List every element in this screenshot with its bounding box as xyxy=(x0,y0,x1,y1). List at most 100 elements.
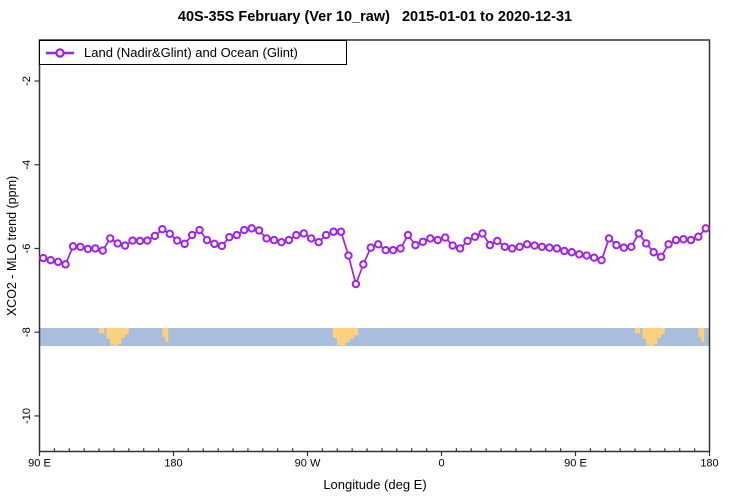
data-point-marker xyxy=(500,242,509,251)
data-point-marker xyxy=(530,241,539,250)
data-point-marker xyxy=(165,229,174,239)
data-point-marker xyxy=(381,245,390,255)
data-point-marker xyxy=(269,235,279,245)
data-point-marker xyxy=(91,244,100,253)
data-point-marker xyxy=(701,224,710,233)
data-point-marker xyxy=(426,234,435,243)
data-point-marker xyxy=(575,250,584,259)
data-point-marker xyxy=(336,227,346,236)
y-tick-label: -6 xyxy=(21,244,33,254)
x-tick-label: 90 E xyxy=(28,458,51,470)
land-patch-new-zealand-repeat xyxy=(698,328,705,343)
land-patch-south-america xyxy=(332,328,359,347)
data-point-marker xyxy=(441,233,450,242)
data-point-marker xyxy=(619,243,629,252)
x-axis-label: Longitude (deg E) xyxy=(323,477,427,492)
data-point-marker xyxy=(522,240,532,249)
data-point-marker xyxy=(552,244,562,253)
data-point-marker xyxy=(455,244,465,253)
data-point-marker xyxy=(39,253,48,263)
data-point-marker xyxy=(173,236,182,245)
data-point-marker xyxy=(83,244,93,254)
data-point-marker xyxy=(61,260,70,269)
data-point-marker xyxy=(120,241,130,250)
y-tick-label: -2 xyxy=(21,76,33,86)
data-point-marker xyxy=(694,232,703,241)
data-point-marker xyxy=(366,243,375,252)
data-point-marker xyxy=(210,239,219,249)
data-point-marker xyxy=(388,245,398,255)
data-point-marker xyxy=(656,252,666,262)
data-point-marker xyxy=(359,260,368,269)
legend-label: Land (Nadir&Glint) and Ocean (Glint) xyxy=(84,45,298,60)
data-point-marker xyxy=(53,257,63,267)
x-tick-label: 180 xyxy=(700,458,718,470)
data-point-marker xyxy=(195,225,204,235)
data-point-marker xyxy=(537,242,547,251)
data-point-marker xyxy=(76,242,85,251)
data-point-marker xyxy=(113,239,122,248)
data-point-marker xyxy=(560,246,569,256)
data-point-marker xyxy=(485,240,495,250)
data-point-marker xyxy=(634,229,643,238)
y-axis-label: XCO2 - MLO trend (ppm) xyxy=(5,175,19,317)
data-point-marker xyxy=(396,244,405,253)
data-point-marker xyxy=(679,235,688,244)
x-tick-label: 90 E xyxy=(564,458,587,470)
x-tick-label: 0 xyxy=(438,458,444,470)
data-point-marker xyxy=(262,234,271,243)
data-point-marker xyxy=(284,235,294,245)
data-point-marker xyxy=(314,237,323,247)
y-tick-label: -4 xyxy=(21,160,33,170)
data-point-marker xyxy=(277,237,286,247)
data-point-marker xyxy=(664,240,673,249)
data-point-marker xyxy=(292,230,301,240)
data-point-marker xyxy=(321,230,331,240)
tick-labels: 90 E 180 90 W 0 90 E 180 -2 -4 -6 -8 -10 xyxy=(21,76,719,469)
data-point-marker xyxy=(493,236,502,246)
data-point-marker xyxy=(567,248,576,257)
data-point-marker xyxy=(582,251,591,260)
land-patch-australia-west-repeat xyxy=(635,328,641,334)
legend: Land (Nadir&Glint) and Ocean (Glint) xyxy=(39,40,347,65)
data-point-marker xyxy=(649,248,658,257)
data-point-marker xyxy=(232,230,241,240)
data-point-marker xyxy=(374,240,383,249)
data-point-marker xyxy=(508,244,517,253)
axes xyxy=(34,39,711,456)
data-point-marker xyxy=(46,255,55,265)
y-tick-label: -10 xyxy=(21,408,33,424)
data-point-marker xyxy=(68,242,78,251)
data-point-marker xyxy=(225,232,234,242)
data-point-marker xyxy=(612,240,621,250)
x-tick-label: 90 W xyxy=(295,458,321,470)
data-points xyxy=(39,224,710,289)
data-point-marker xyxy=(329,227,338,236)
data-point-marker xyxy=(344,251,353,260)
data-point-marker xyxy=(299,229,308,238)
data-point-marker xyxy=(411,240,420,250)
data-point-marker xyxy=(627,242,636,251)
data-point-marker xyxy=(98,246,107,255)
data-point-marker xyxy=(143,236,152,245)
data-point-marker xyxy=(545,243,554,252)
data-point-marker xyxy=(597,255,606,265)
data-point-marker xyxy=(247,224,256,233)
data-point-marker xyxy=(433,235,442,245)
map-band xyxy=(39,328,710,347)
data-point-marker xyxy=(307,234,316,243)
data-point-marker xyxy=(642,239,651,248)
data-point-marker xyxy=(463,236,472,246)
page-title: 40S-35S February (Ver 10_raw) 2015-01-01… xyxy=(177,9,573,25)
x-tick-label: 180 xyxy=(164,458,182,470)
data-point-marker xyxy=(106,234,115,243)
land-patch-australia-west xyxy=(99,328,105,334)
data-point-marker xyxy=(217,241,227,251)
land-patch-australia xyxy=(106,328,129,347)
data-point-marker xyxy=(128,236,137,245)
legend-marker-icon xyxy=(46,47,74,58)
data-point-marker xyxy=(202,235,212,245)
data-point-marker xyxy=(470,232,480,241)
